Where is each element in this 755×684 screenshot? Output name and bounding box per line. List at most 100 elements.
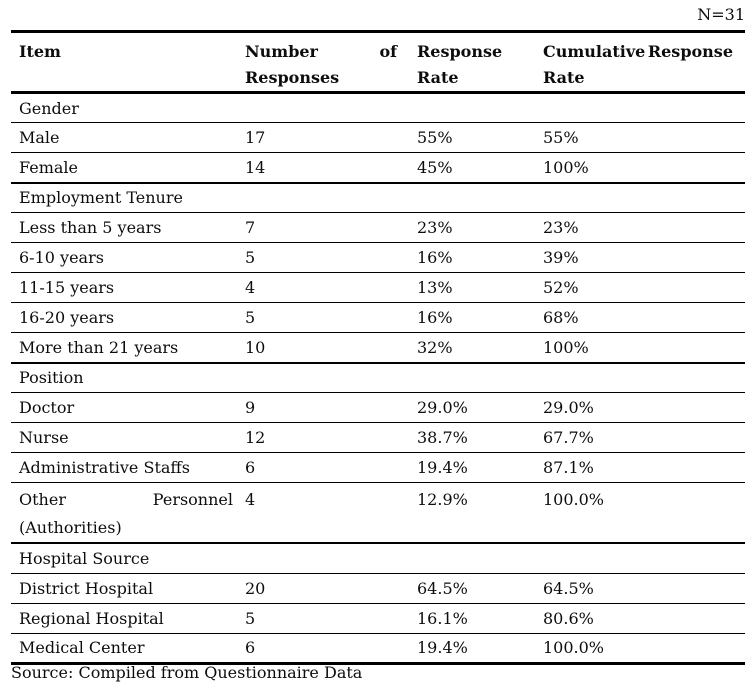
response-rate-cell: 45% [409,152,535,183]
responses-cell: 4 [237,272,409,303]
item-word1: Other [19,490,66,509]
responses-cell: 4 [237,482,409,543]
response-rate-cell: 32% [409,332,535,363]
response-rate-cell: 19.4% [409,632,535,663]
responses-cell: 5 [237,302,409,333]
cumulative-rate-cell: 100% [535,332,745,363]
response-rate-cell: 23% [409,212,535,243]
table-row-6-10-years: 6-10 years 5 16% 39% [11,242,745,273]
col-header-rate-line1: Response [417,42,503,61]
col-header-cum-word1: Cumulative [543,42,646,61]
response-rate-cell: 13% [409,272,535,303]
col-header-response-rate: Response Rate [409,31,535,94]
item-cell: Nurse [11,422,237,453]
table-row-male: Male 17 55% 55% [11,122,745,153]
col-header-cumulative-response-rate: Cumulative Response Rate [535,31,745,94]
section-row-position: Position [11,361,745,393]
cumulative-rate-cell: 55% [535,122,745,153]
response-rate-cell: 64.5% [409,572,535,603]
demographics-table: Item Number of Responses Response Rate C… [11,30,745,665]
cumulative-rate-cell: 100% [535,152,745,183]
table-row-administrative-staffs: Administrative Staffs 6 19.4% 87.1% [11,452,745,483]
response-rate-cell: 55% [409,122,535,153]
responses-cell: 20 [237,572,409,603]
section-label: Employment Tenure [11,181,745,213]
section-row-hospital-source: Hospital Source [11,542,745,573]
col-header-number-of-responses: Number of Responses [237,31,409,94]
item-cell: Female [11,152,237,183]
table-row-regional-hospital: Regional Hospital 5 16.1% 80.6% [11,602,745,633]
col-header-number-word1: Number [245,42,318,61]
section-label: Position [11,361,745,393]
cumulative-rate-cell: 100.0% [535,482,745,543]
section-label: Gender [11,91,745,123]
cumulative-rate-cell: 87.1% [535,452,745,483]
table-row-doctor: Doctor 9 29.0% 29.0% [11,392,745,423]
section-label: Hospital Source [11,542,745,573]
response-rate-cell: 29.0% [409,392,535,423]
col-header-item-label: Item [19,42,61,61]
response-rate-cell: 19.4% [409,452,535,483]
section-row-employment-tenure: Employment Tenure [11,181,745,213]
item-word2: Personnel [152,490,233,509]
header-row: Item Number of Responses Response Rate C… [11,31,745,94]
item-cell: Other Personnel (Authorities) [11,482,237,543]
item-cell: 11-15 years [11,272,237,303]
cumulative-rate-cell: 80.6% [535,602,745,633]
item-cell: Less than 5 years [11,212,237,243]
item-cell: Doctor [11,392,237,423]
col-header-cum-line2: Rate [543,68,585,87]
item-cell: Regional Hospital [11,602,237,633]
cumulative-rate-cell: 52% [535,272,745,303]
item-cell: Administrative Staffs [11,452,237,483]
response-rate-cell: 38.7% [409,422,535,453]
response-rate-cell: 16% [409,302,535,333]
item-cell: District Hospital [11,572,237,603]
col-header-cum-word2: Response [647,42,733,61]
cumulative-rate-cell: 67.7% [535,422,745,453]
table-row-district-hospital: District Hospital 20 64.5% 64.5% [11,572,745,603]
col-header-number-line2: Responses [245,68,340,87]
responses-cell: 9 [237,392,409,423]
cumulative-rate-cell: 29.0% [535,392,745,423]
table-row-11-15-years: 11-15 years 4 13% 52% [11,272,745,303]
item-line2: (Authorities) [19,518,122,537]
table-row-more-than-21-years: More than 21 years 10 32% 100% [11,332,745,363]
response-rate-cell: 16.1% [409,602,535,633]
response-rate-cell: 16% [409,242,535,273]
sample-size-label: N=31 [697,5,745,24]
item-cell: More than 21 years [11,332,237,363]
responses-cell: 17 [237,122,409,153]
responses-cell: 7 [237,212,409,243]
col-header-item: Item [11,31,237,94]
response-rate-cell: 12.9% [409,482,535,543]
cumulative-rate-cell: 100.0% [535,632,745,663]
responses-cell: 12 [237,422,409,453]
item-cell: 16-20 years [11,302,237,333]
col-header-rate-line2: Rate [417,68,459,87]
responses-cell: 6 [237,452,409,483]
cumulative-rate-cell: 39% [535,242,745,273]
responses-cell: 5 [237,602,409,633]
col-header-number-word2: of [379,42,397,61]
cumulative-rate-cell: 64.5% [535,572,745,603]
responses-cell: 14 [237,152,409,183]
responses-cell: 6 [237,632,409,663]
table-row-female: Female 14 45% 100% [11,152,745,183]
section-row-gender: Gender [11,91,745,123]
responses-cell: 10 [237,332,409,363]
cumulative-rate-cell: 23% [535,212,745,243]
item-cell: Male [11,122,237,153]
source-note: Source: Compiled from Questionnaire Data [11,663,363,682]
responses-cell: 5 [237,242,409,273]
item-cell: 6-10 years [11,242,237,273]
item-cell: Medical Center [11,632,237,663]
table-row-medical-center: Medical Center 6 19.4% 100.0% [11,632,745,663]
table-row-less-than-5-years: Less than 5 years 7 23% 23% [11,212,745,243]
table-row-nurse: Nurse 12 38.7% 67.7% [11,422,745,453]
cumulative-rate-cell: 68% [535,302,745,333]
table-row-other-personnel: Other Personnel (Authorities) 4 12.9% 10… [11,482,745,543]
table-row-16-20-years: 16-20 years 5 16% 68% [11,302,745,333]
table-header: Item Number of Responses Response Rate C… [11,31,745,94]
